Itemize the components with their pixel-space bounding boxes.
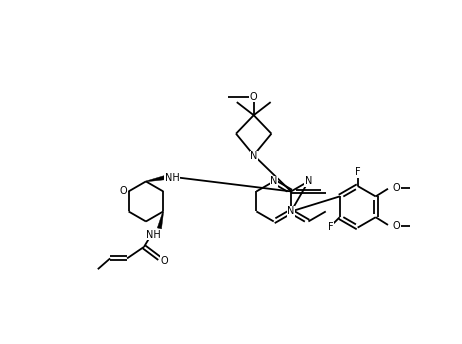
Text: F: F	[355, 167, 360, 177]
Text: N: N	[270, 176, 277, 186]
Text: O: O	[393, 183, 400, 193]
Text: O: O	[250, 92, 257, 102]
Text: NH: NH	[165, 173, 179, 183]
Text: F: F	[328, 222, 333, 232]
Text: NH: NH	[146, 229, 161, 239]
Polygon shape	[146, 175, 165, 182]
Text: N: N	[305, 176, 312, 186]
Text: N: N	[287, 206, 295, 216]
Text: O: O	[119, 186, 127, 196]
Text: N: N	[250, 151, 257, 161]
Text: O: O	[160, 256, 168, 266]
Polygon shape	[157, 211, 164, 229]
Text: O: O	[393, 221, 400, 231]
